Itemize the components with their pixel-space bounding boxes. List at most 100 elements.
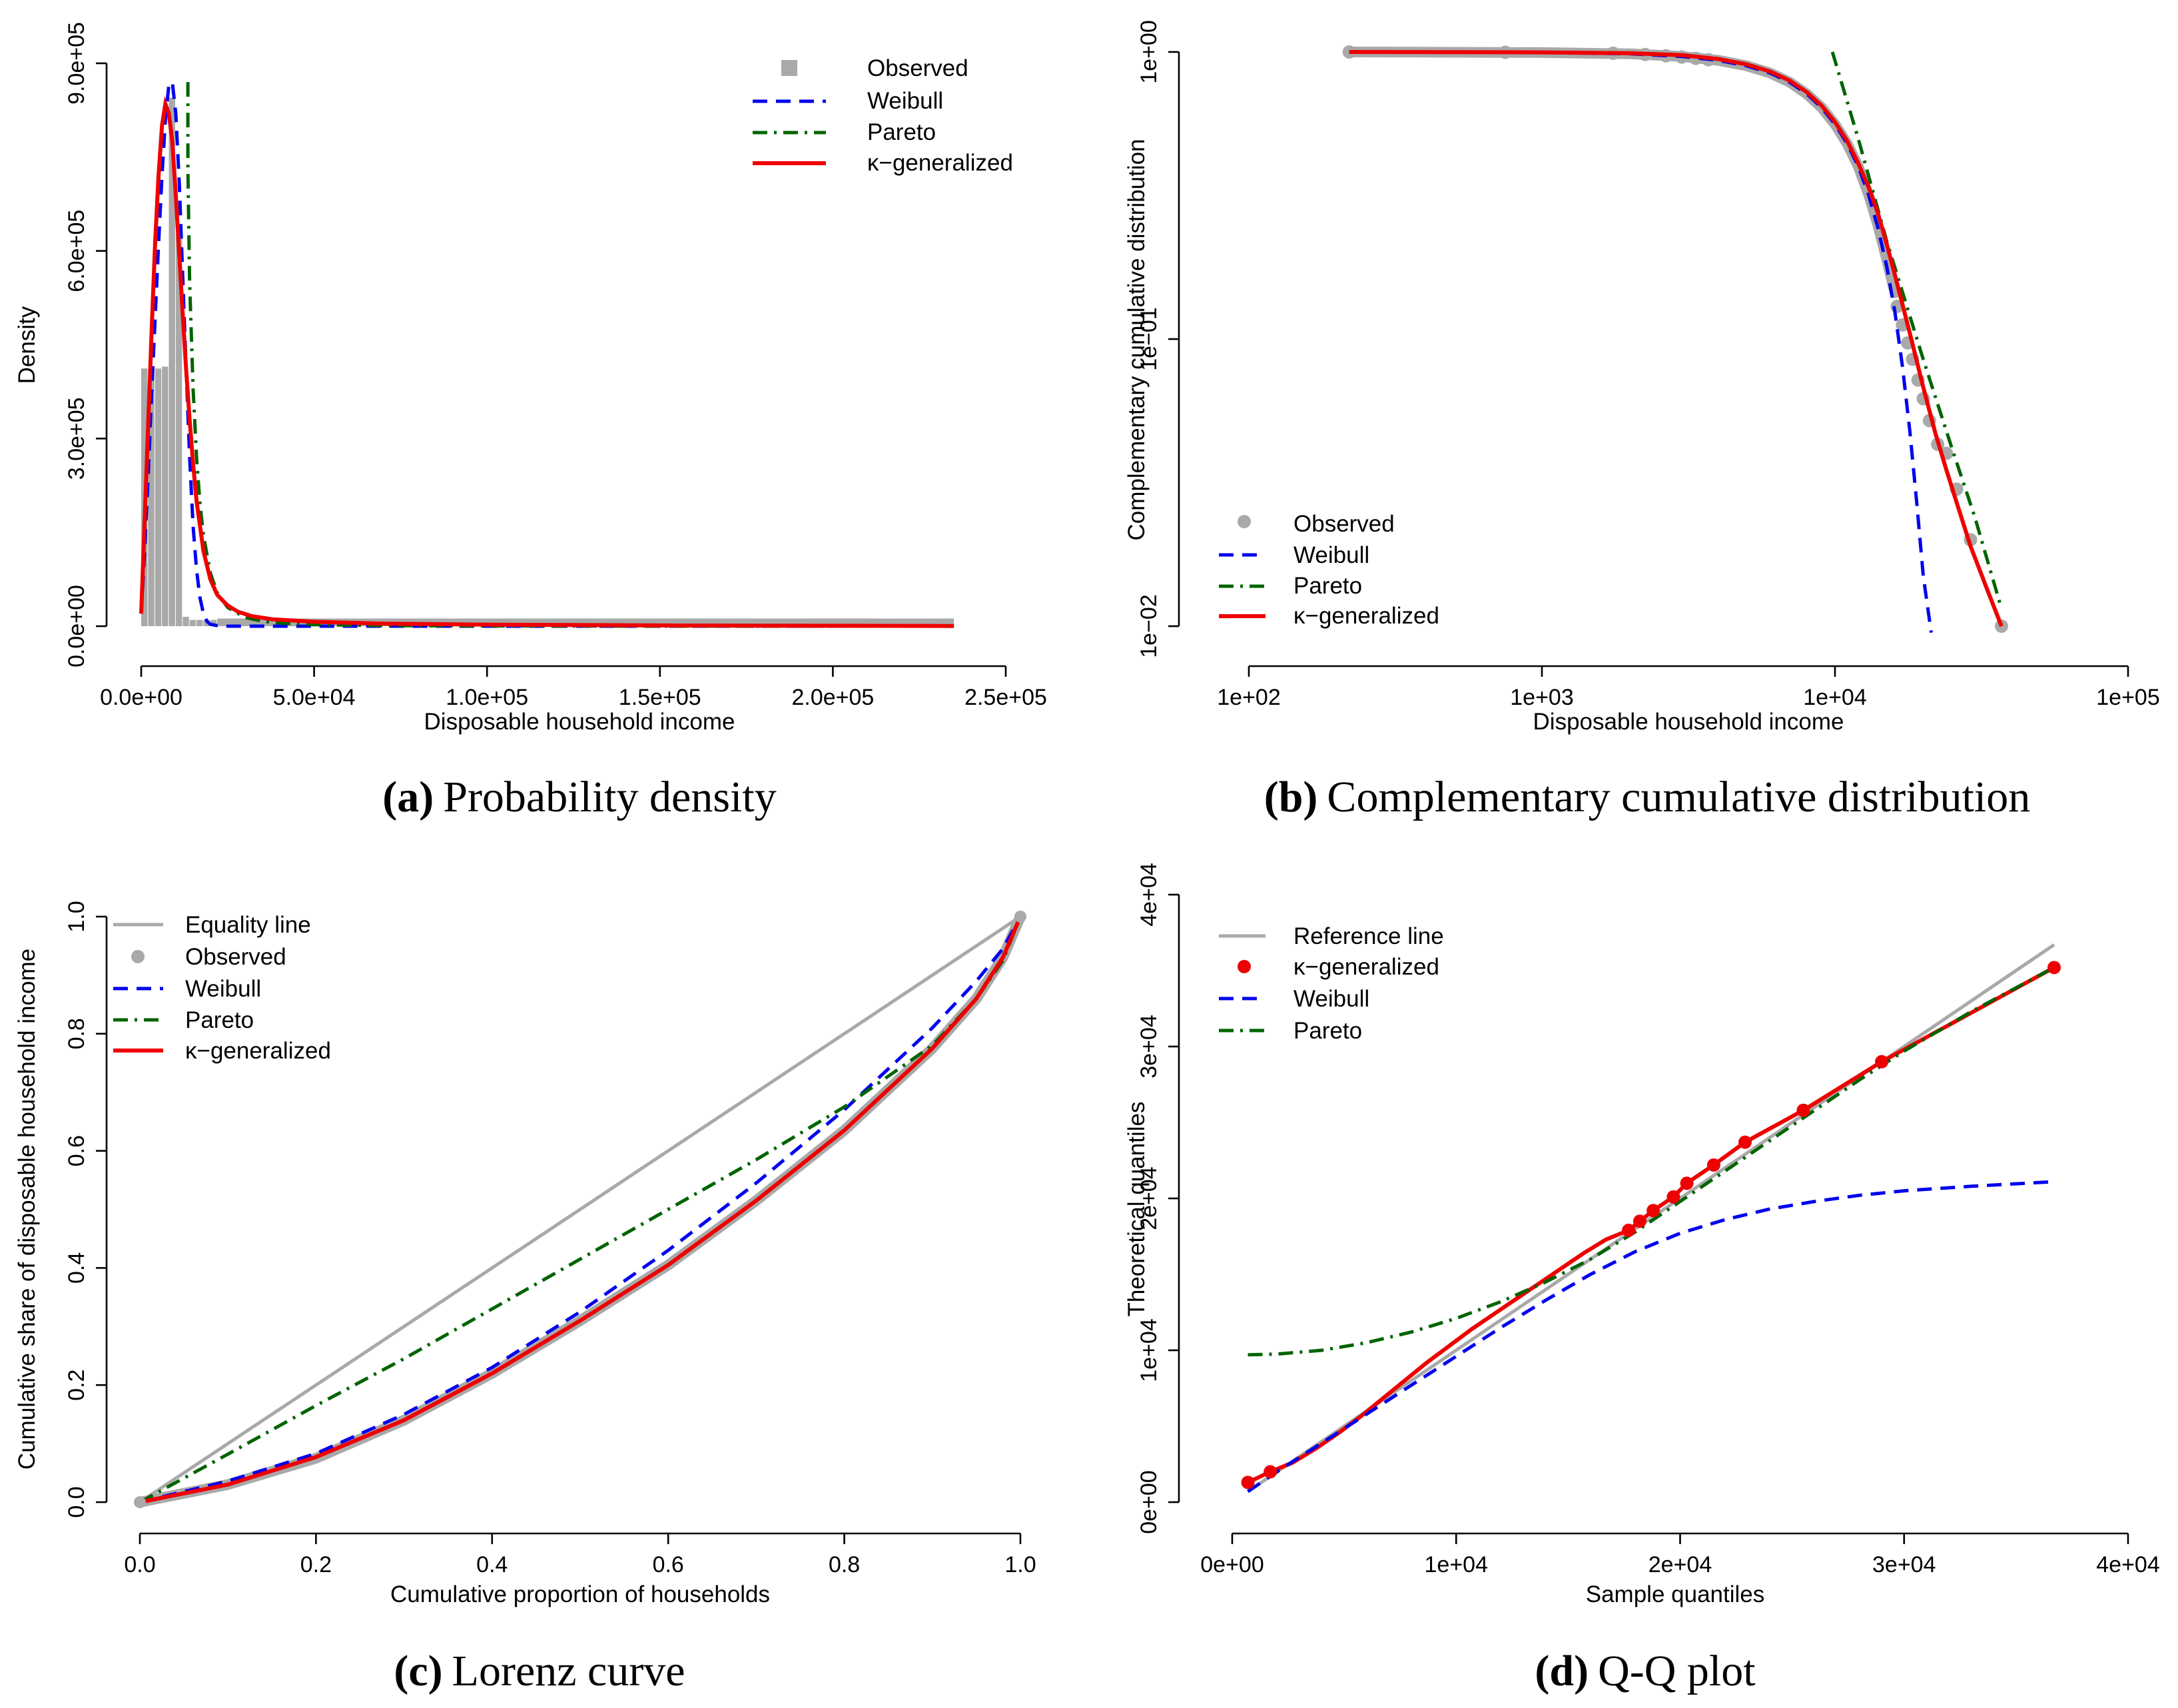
caption-c: (c) Lorenz curve: [394, 1647, 685, 1695]
legend-a-observed: Observed: [867, 55, 968, 81]
panel-a-y-label: Density: [14, 306, 40, 384]
panel-c-y-label: Cumulative share of disposable household…: [14, 949, 40, 1470]
panel-d-kappa-point: [1666, 1190, 1680, 1204]
panel-a-y-tick-label: 6.0e+05: [64, 210, 89, 292]
panel-a-y-tick-label: 9.0e+05: [64, 22, 89, 105]
legend-b-weibull: Weibull: [1293, 542, 1369, 568]
legend-d-weibull: Weibull: [1293, 986, 1369, 1012]
panel-c-y-tick-label: 0.2: [64, 1370, 89, 1401]
legend-a-pareto: Pareto: [867, 119, 936, 145]
panel-c-marks: [134, 911, 1026, 1508]
legend-d-pareto: Pareto: [1293, 1018, 1362, 1044]
legend-b-observed-swatch: [1238, 515, 1251, 528]
legend-b-kappa: κ−generalized: [1293, 603, 1439, 629]
panel-c-x-tick-label: 1.0: [1004, 1552, 1036, 1577]
legend-c-pareto: Pareto: [185, 1007, 254, 1033]
panel-c-x-tick-label: 0.6: [653, 1552, 684, 1577]
panel-c-lorenz: 0.0 0.2 0.4 0.6 0.8 1.0 0.0 0.2 0.4 0.6 0.8 1.0 Cum…: [14, 901, 1036, 1607]
panel-a-x-tick-label: 2.5e+05: [964, 685, 1047, 710]
panel-c-y-tick-label: 0.0: [64, 1486, 89, 1517]
caption-d-text: Q-Q plot: [1598, 1647, 1755, 1695]
panel-d-y-tick-label: 4e+04: [1136, 863, 1162, 927]
panel-a-x-tick-label: 1.5e+05: [619, 685, 701, 710]
panel-a-bar: [196, 620, 203, 626]
panel-a-bar: [148, 368, 155, 626]
caption-c-text: Lorenz curve: [452, 1647, 685, 1695]
legend-c-weibull: Weibull: [185, 976, 261, 1002]
panel-d-kappa-point: [2047, 961, 2061, 975]
panel-a-bar: [162, 366, 169, 626]
legend-c-equality: Equality line: [185, 912, 311, 938]
panel-c-y-tick-label: 0.4: [64, 1252, 89, 1284]
panel-a-x-tick-label: 1.0e+05: [446, 685, 528, 710]
caption-a: (a) Probability density: [382, 773, 776, 821]
panel-d-kappa-point: [1875, 1055, 1889, 1068]
panel-d-kappa-point: [1622, 1223, 1636, 1237]
panel-d-y-tick-label: 2e+04: [1136, 1166, 1162, 1230]
panel-b-x-tick-label: 1e+03: [1510, 685, 1574, 710]
panel-a-series-pareto: [186, 82, 954, 628]
panel-b-legend: Observed Weibull Pareto κ−generalized: [1219, 511, 1439, 629]
panel-c-series-kappa: [139, 915, 1022, 1504]
panel-d-series-weibull: [1247, 1180, 2055, 1494]
panel-d-y-tick-label: 3e+04: [1136, 1015, 1162, 1078]
panel-a-x-tick-label: 5.0e+04: [273, 685, 356, 710]
panel-c-x-tick-label: 0.8: [829, 1552, 860, 1577]
panel-b-x-tick-label: 1e+02: [1217, 685, 1281, 710]
caption-b-letter: (b): [1264, 773, 1318, 821]
panel-d-x-tick-label: 1e+04: [1425, 1552, 1489, 1577]
caption-b-text: Complementary cumulative distribution: [1327, 773, 2030, 821]
panel-a-y-tick-label: 0.0e+00: [64, 585, 89, 667]
legend-c-observed: Observed: [185, 944, 286, 970]
legend-d-reference: Reference line: [1293, 923, 1444, 949]
panel-d-kappa-point: [1680, 1176, 1694, 1190]
legend-b-pareto: Pareto: [1293, 573, 1362, 599]
panel-d-y-tick-label: 1e+04: [1136, 1318, 1162, 1382]
panel-b-y-tick-label: 1e+00: [1136, 20, 1162, 84]
panel-a-density: 0.0e+00 5.0e+04 1.0e+05 1.5e+05 2.0e+05 2.5e+…: [14, 22, 1047, 735]
caption-b: (b) Complementary cumulative distribution: [1264, 773, 2030, 821]
panel-d-marks: [1241, 943, 2061, 1494]
panel-d-ticks: 0e+00 1e+04 2e+04 3e+04 4e+04 0e+00 1e+04 2e+04…: [1136, 863, 2160, 1577]
panel-a-bar: [155, 368, 162, 626]
panel-a-x-tick-label: 0.0e+00: [100, 685, 182, 710]
panel-b-x-label: Disposable household income: [1533, 709, 1844, 735]
panel-a-legend: Observed Weibull Pareto κ−generalized: [753, 55, 1013, 176]
panel-d-legend: Reference line κ−generalized Weibull Par…: [1219, 923, 1444, 1044]
caption-a-text: Probability density: [443, 773, 776, 821]
legend-d-kappa: κ−generalized: [1293, 954, 1439, 980]
legend-a-kappa: κ−generalized: [867, 150, 1013, 176]
panel-b-y-tick-label: 1e−02: [1136, 594, 1162, 658]
panel-d-kappa-point: [1264, 1465, 1277, 1479]
panel-d-y-label: Theoretical quantiles: [1124, 1102, 1150, 1317]
panel-b-ticks: 1e+02 1e+03 1e+04 1e+05 1e−02 1e−01 1e+00: [1136, 20, 2160, 710]
caption-d: (d) Q-Q plot: [1535, 1647, 1755, 1695]
panel-a-bar: [182, 616, 189, 626]
panel-c-series-weibull: [139, 915, 1022, 1504]
panel-b-series-pareto: [1830, 51, 2003, 610]
panel-d-x-tick-label: 0e+00: [1200, 1552, 1264, 1577]
panel-a-bar: [175, 233, 182, 626]
panel-a-series-weibull: [139, 79, 954, 628]
panel-a-bar: [169, 97, 175, 626]
panel-d-kappa-point: [1738, 1135, 1752, 1149]
panel-c-x-tick-label: 0.0: [124, 1552, 155, 1577]
panel-d-y-tick-label: 0e+00: [1136, 1470, 1162, 1534]
panel-d-kappa-point: [1241, 1476, 1255, 1490]
panel-b-y-tick-label: 1e−01: [1136, 307, 1162, 371]
panel-a-bar: [210, 620, 217, 626]
panel-d-x-tick-label: 2e+04: [1648, 1552, 1712, 1577]
panel-b-x-tick-label: 1e+05: [2096, 685, 2160, 710]
panel-c-ticks: 0.0 0.2 0.4 0.6 0.8 1.0 0.0 0.2 0.4 0.6 0.8 1.0: [64, 901, 1036, 1577]
panel-d-x-label: Sample quantiles: [1586, 1581, 1765, 1607]
panel-d-kappa-point: [1796, 1103, 1810, 1117]
legend-b-observed: Observed: [1293, 511, 1395, 537]
panel-d-kappa-point: [1633, 1214, 1646, 1228]
panel-a-bar-tail: [217, 618, 954, 626]
panel-c-y-tick-label: 0.6: [64, 1135, 89, 1166]
panel-c-x-tick-label: 0.2: [300, 1552, 332, 1577]
panel-a-series-kappa: [139, 96, 954, 628]
panel-c-observed-point: [134, 1496, 146, 1508]
panel-c-observed-point: [1014, 911, 1026, 923]
